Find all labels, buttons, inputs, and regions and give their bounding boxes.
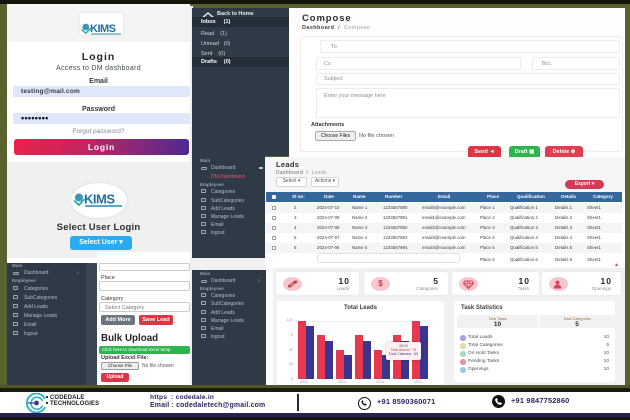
svg-text:KIMS: KIMS [90,23,116,35]
svg-text:KIMS: KIMS [84,192,115,207]
